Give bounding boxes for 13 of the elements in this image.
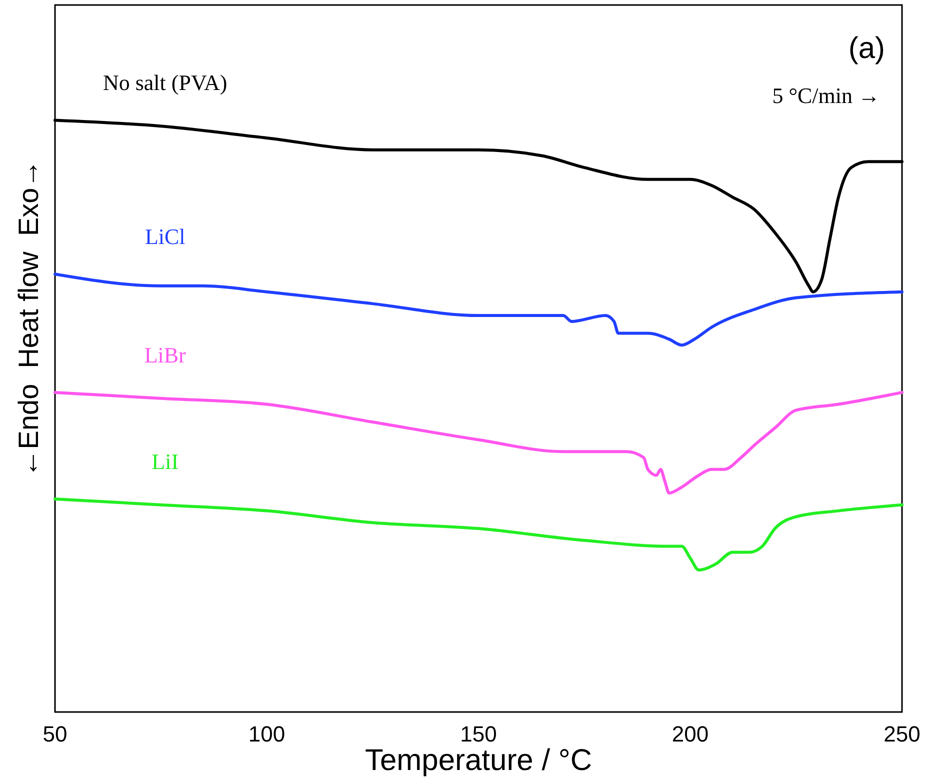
- x-tick-label: 50: [42, 722, 68, 747]
- x-tick-label: 200: [672, 722, 709, 747]
- x-tick-label: 100: [248, 722, 286, 747]
- y-axis-title: ←Endo Heat flow Exo→: [13, 160, 44, 478]
- series-label: LiCl: [144, 224, 186, 250]
- x-axis-title: Temperature / °C: [364, 744, 592, 777]
- text: (a): [848, 32, 885, 65]
- text: 5 °C/min →: [772, 83, 880, 108]
- x-tick-label: 150: [460, 722, 497, 747]
- series-label: LiBr: [144, 342, 187, 368]
- series-label: No salt (PVA): [102, 70, 228, 96]
- series-label: LiI: [152, 448, 179, 474]
- x-tick-label: 250: [884, 722, 920, 747]
